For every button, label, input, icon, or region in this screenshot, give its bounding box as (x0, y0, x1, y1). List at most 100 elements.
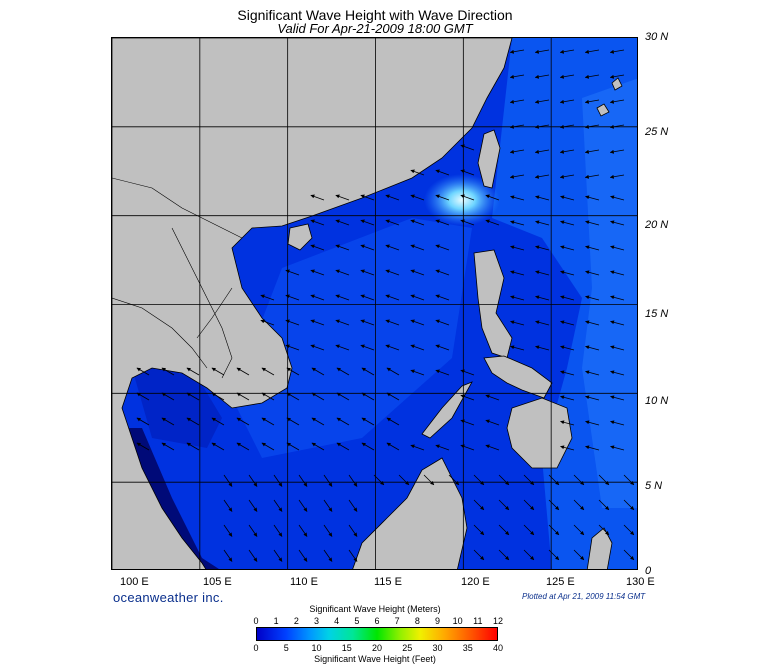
wave-direction-arrow (498, 474, 510, 486)
wave-direction-arrow (534, 149, 550, 154)
wave-direction-arrow (136, 367, 150, 376)
wave-direction-arrow (335, 219, 350, 226)
lat-label-0: 0 (645, 565, 652, 577)
wave-direction-arrow (560, 370, 575, 376)
lon-label-105e: 105 E (203, 576, 232, 588)
wave-direction-arrow (310, 344, 325, 351)
lon-label-125e: 125 E (546, 576, 575, 588)
wave-direction-arrow (336, 392, 350, 401)
wave-direction-arrow (248, 474, 258, 487)
wave-direction-arrow (610, 320, 625, 326)
wave-direction-arrow (261, 442, 275, 451)
wave-direction-arrow (385, 219, 400, 226)
wave-direction-arrow (261, 417, 275, 426)
wave-direction-arrow (610, 295, 625, 301)
wave-direction-arrow (360, 244, 375, 251)
wave-direction-arrows (136, 49, 635, 562)
colorbar-feet-tick: 25 (402, 643, 413, 653)
wave-direction-arrow (273, 499, 283, 512)
wave-direction-arrow (285, 269, 300, 276)
lon-label-115e: 115 E (374, 576, 402, 588)
wave-direction-arrow (285, 344, 300, 351)
wave-direction-arrow (609, 149, 625, 154)
wave-direction-arrow (335, 269, 350, 276)
wave-direction-arrow (236, 367, 250, 376)
wave-direction-arrow (310, 319, 325, 326)
wave-direction-arrow (535, 270, 550, 276)
wave-direction-arrow (460, 144, 475, 151)
wave-direction-arrow (310, 219, 325, 226)
wave-direction-arrow (298, 549, 308, 562)
land-mindanao (506, 397, 573, 469)
wave-direction-arrow (311, 392, 325, 401)
wave-direction-arrow (273, 524, 283, 537)
wave-direction-arrow (460, 169, 475, 176)
colorbar-feet-tick: 30 (432, 643, 443, 653)
wave-direction-arrow (560, 320, 575, 326)
wave-direction-arrow (398, 474, 410, 486)
colorbar-meters-tick: 10 (452, 616, 463, 626)
wave-direction-arrow (273, 474, 283, 487)
wave-direction-arrow (585, 420, 600, 426)
wave-direction-arrow (223, 549, 233, 562)
wave-direction-arrow (509, 99, 525, 104)
colorbar-meters-tick: 5 (354, 616, 360, 626)
wave-direction-arrow (534, 49, 550, 54)
wave-direction-arrow (335, 344, 350, 351)
wave-direction-arrow (211, 392, 225, 401)
wave-direction-arrow (498, 524, 510, 536)
colorbar-meters-tick: 2 (293, 616, 299, 626)
wave-direction-arrow (485, 194, 500, 201)
wave-direction-arrow (310, 194, 325, 201)
wave-direction-arrow (510, 270, 525, 276)
colorbar-feet-tick: 20 (371, 643, 382, 653)
wave-direction-arrow (161, 367, 175, 376)
wave-direction-arrow (323, 474, 333, 487)
wave-direction-arrow (523, 474, 535, 486)
wave-direction-arrow (386, 417, 400, 426)
wave-direction-arrow (186, 392, 200, 401)
wave-direction-arrow (510, 245, 525, 251)
wave-direction-arrow (573, 524, 585, 536)
wave-direction-arrow (585, 395, 600, 401)
wave-direction-arrow (584, 74, 600, 79)
wave-direction-arrow (598, 499, 610, 511)
wave-direction-arrow (560, 420, 575, 426)
wave-direction-arrow (360, 194, 375, 201)
wave-direction-arrow (559, 149, 575, 154)
wave-direction-arrow (298, 474, 308, 487)
wave-direction-arrow (373, 474, 385, 486)
colorbar (256, 627, 498, 641)
lat-label-15n: 15 N (645, 308, 669, 320)
wave-direction-arrow (610, 195, 625, 201)
wave-direction-arrow (423, 474, 435, 486)
wave-direction-arrow (559, 74, 575, 79)
wave-direction-arrow (410, 269, 425, 276)
wave-direction-arrow (485, 394, 500, 401)
wave-direction-arrow (361, 442, 375, 451)
wave-direction-arrow (323, 524, 333, 537)
wave-direction-arrow (610, 370, 625, 376)
lat-label-10n: 10 N (645, 395, 669, 407)
wave-direction-arrow (161, 392, 175, 401)
wave-direction-arrow (223, 524, 233, 537)
wave-direction-arrow (460, 394, 475, 401)
wave-direction-arrow (609, 74, 625, 79)
wave-direction-arrow (548, 499, 560, 511)
wave-direction-arrow (585, 220, 600, 226)
wave-direction-arrow (186, 442, 200, 451)
wave-direction-arrow (386, 442, 400, 451)
colorbar-meters-tick: 9 (434, 616, 440, 626)
colorbar-feet-tick: 5 (283, 643, 289, 653)
wave-direction-arrow (584, 49, 600, 54)
wave-direction-arrow (460, 419, 475, 426)
map-grid (112, 38, 637, 569)
wave-direction-arrow (323, 499, 333, 512)
wave-direction-arrow (610, 245, 625, 251)
wave-direction-arrow (336, 417, 350, 426)
wave-direction-arrow (410, 319, 425, 326)
wave-direction-arrow (573, 549, 585, 561)
wave-direction-arrow (585, 445, 600, 451)
wave-direction-arrow (435, 269, 450, 276)
wave-direction-arrow (385, 319, 400, 326)
